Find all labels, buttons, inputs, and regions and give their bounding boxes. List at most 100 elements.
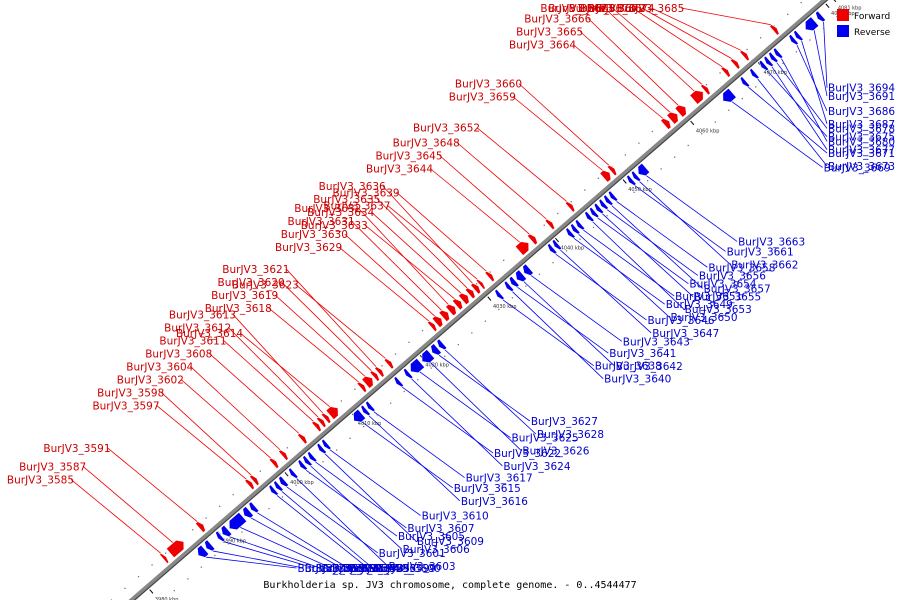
gene-label-burjv3_3653: BurJV3_3653 xyxy=(685,304,752,316)
leader-line-burjv3_3616 xyxy=(368,415,461,502)
scale-tick-label: 4040 kbp xyxy=(561,245,585,251)
leader-line-burjv3_3623 xyxy=(295,284,387,359)
gene-arrow-burjv3_3641 xyxy=(508,275,520,288)
guide-dot xyxy=(444,355,446,357)
gene-arrow-burjv3_3664 xyxy=(660,117,672,131)
gene-label-burjv3_3663: BurJV3_3663 xyxy=(738,236,805,248)
gene-arrow-burjv3_3640 xyxy=(503,280,515,292)
gene-label-burjv3_3616: BurJV3_3616 xyxy=(461,496,528,508)
gene-label-burjv3_3597: BurJV3_3597 xyxy=(92,400,159,412)
leader-line-burjv3_3606 xyxy=(310,465,402,550)
leader-line-burjv3_3628 xyxy=(444,349,537,435)
gene-label-burjv3_3608: BurJV3_3608 xyxy=(145,348,212,360)
gene-label-burjv3_3622: BurJV3_3622 xyxy=(494,448,561,460)
guide-dot xyxy=(340,400,343,402)
gene-label-burjv3_3605: BurJV3_3605 xyxy=(398,531,465,543)
gene-label-burjv3_3648: BurJV3_3648 xyxy=(393,137,460,149)
scale-tick xyxy=(149,589,154,594)
guide-dot xyxy=(674,156,676,158)
guide-dot xyxy=(503,259,505,262)
leader-line-burjv3_3647 xyxy=(559,249,652,334)
guide-dot xyxy=(638,142,640,144)
gene-label-burjv3_3668: BurJV3_3668 xyxy=(548,3,615,15)
gene-label-burjv3_3602: BurJV3_3602 xyxy=(117,374,184,386)
scale-tick-label: 4060 kbp xyxy=(696,128,720,134)
legend-reverse-label: Reverse xyxy=(854,28,891,38)
guide-dot xyxy=(633,191,635,193)
gene-arrow-burjv3_3614 xyxy=(325,406,339,420)
guide-dot xyxy=(137,575,140,578)
leader-line-burjv3_3627 xyxy=(438,354,531,422)
gene-arrow-burjv3_3648 xyxy=(544,218,556,231)
leader-line-burjv3_3625 xyxy=(419,371,511,439)
gene-arrow-burjv3_3687 xyxy=(793,29,804,42)
gene-arrow-burjv3_3675 xyxy=(758,59,770,72)
gene-features xyxy=(159,10,827,565)
leader-line-burjv3_3671 xyxy=(747,86,828,154)
leader-line-burjv3_3686 xyxy=(796,44,828,112)
gene-label-burjv3_3649: BurJV3_3649 xyxy=(666,299,733,311)
gene-label-burjv3_3632: BurJV3_3632 xyxy=(294,203,361,215)
gene-label-burjv3_3610: BurJV3_3610 xyxy=(422,511,489,523)
guide-dot xyxy=(565,250,568,252)
gene-label-burjv3_3599: BurJV3_3599 xyxy=(369,563,436,575)
leader-line-burjv3_3660 xyxy=(518,83,610,166)
gene-label-burjv3_3673: BurJV3_3673 xyxy=(828,161,895,173)
leader-line-burjv3_3630 xyxy=(344,233,436,317)
legend: Forward Reverse xyxy=(837,9,891,38)
gene-label-burjv3_3661: BurJV3_3661 xyxy=(727,246,794,258)
gene-arrow-burjv3_3597 xyxy=(244,478,255,491)
gene-label-burjv3_3644: BurJV3_3644 xyxy=(366,163,433,175)
gene-arrow-burjv3_3611 xyxy=(311,420,322,433)
guide-dot xyxy=(570,201,572,203)
gene-arrow-burjv3_3605 xyxy=(297,459,309,471)
gene-label-burjv3_3658: BurJV3_3658 xyxy=(708,262,775,274)
gene-arrow-burjv3_3617 xyxy=(365,400,376,413)
gene-arrow-burjv3_3647 xyxy=(551,238,563,251)
gene-label-burjv3_3694: BurJV3_3694 xyxy=(828,83,895,95)
guide-dot xyxy=(746,48,748,51)
gene-label-burjv3_3611: BurJV3_3611 xyxy=(159,335,226,347)
guide-dot xyxy=(525,285,527,287)
gene-label-burjv3_3585: BurJV3_3585 xyxy=(7,474,74,486)
gene-label-burjv3_3652: BurJV3_3652 xyxy=(413,123,480,135)
guide-dot xyxy=(335,449,338,451)
gene-arrow-burjv3_3674 xyxy=(739,50,750,62)
leader-line-burjv3_3585 xyxy=(70,479,162,554)
leader-line-burjv3_3665 xyxy=(579,31,671,113)
leader-line-burjv3_3608 xyxy=(208,353,300,434)
gene-arrow-burjv3_3590 xyxy=(204,539,216,552)
guide-dot xyxy=(543,224,545,226)
leader-line-burjv3_3691 xyxy=(813,29,828,97)
leader-line-burjv3_3666 xyxy=(587,18,679,106)
guide-dot xyxy=(741,97,743,100)
gene-arrow-burjv3_3598 xyxy=(249,474,260,487)
gene-arrow-burjv3_3657 xyxy=(603,194,614,206)
leader-line-burjv3_3599 xyxy=(276,494,369,569)
gene-label-burjv3_3618: BurJV3_3618 xyxy=(205,303,272,315)
guide-dot xyxy=(322,461,324,463)
gene-arrow-burjv3_3603 xyxy=(288,467,299,479)
leader-line-burjv3_3644 xyxy=(429,168,521,243)
guide-dot xyxy=(232,493,234,496)
gene-arrow-burjv3_3636 xyxy=(470,282,482,295)
gene-arrow-burjv3_3635 xyxy=(464,287,476,300)
gene-arrow-burjv3_3632 xyxy=(445,303,457,317)
guide-dot xyxy=(362,425,365,428)
guide-dot xyxy=(768,74,771,76)
gene-arrow-burjv3_3595 xyxy=(242,505,254,519)
guide-dot xyxy=(200,566,203,568)
gene-label-burjv3_3665: BurJV3_3665 xyxy=(516,26,583,38)
scale-tick xyxy=(622,179,627,184)
gene-arrow-burjv3_3628 xyxy=(436,338,448,351)
leader-line-burjv3_3677 xyxy=(771,66,828,150)
guide-dot xyxy=(822,27,825,29)
leader-line-burjv3_3680 xyxy=(780,58,828,142)
leader-line-burjv3_3592 xyxy=(223,541,315,569)
leader-line-burjv3_3673 xyxy=(757,78,828,167)
guide-dot xyxy=(191,529,194,531)
gene-arrow-burjv3_3633 xyxy=(451,298,464,311)
gene-arrow-burjv3_3667 xyxy=(689,90,704,105)
gene-arrow-burjv3_3643 xyxy=(522,263,534,276)
